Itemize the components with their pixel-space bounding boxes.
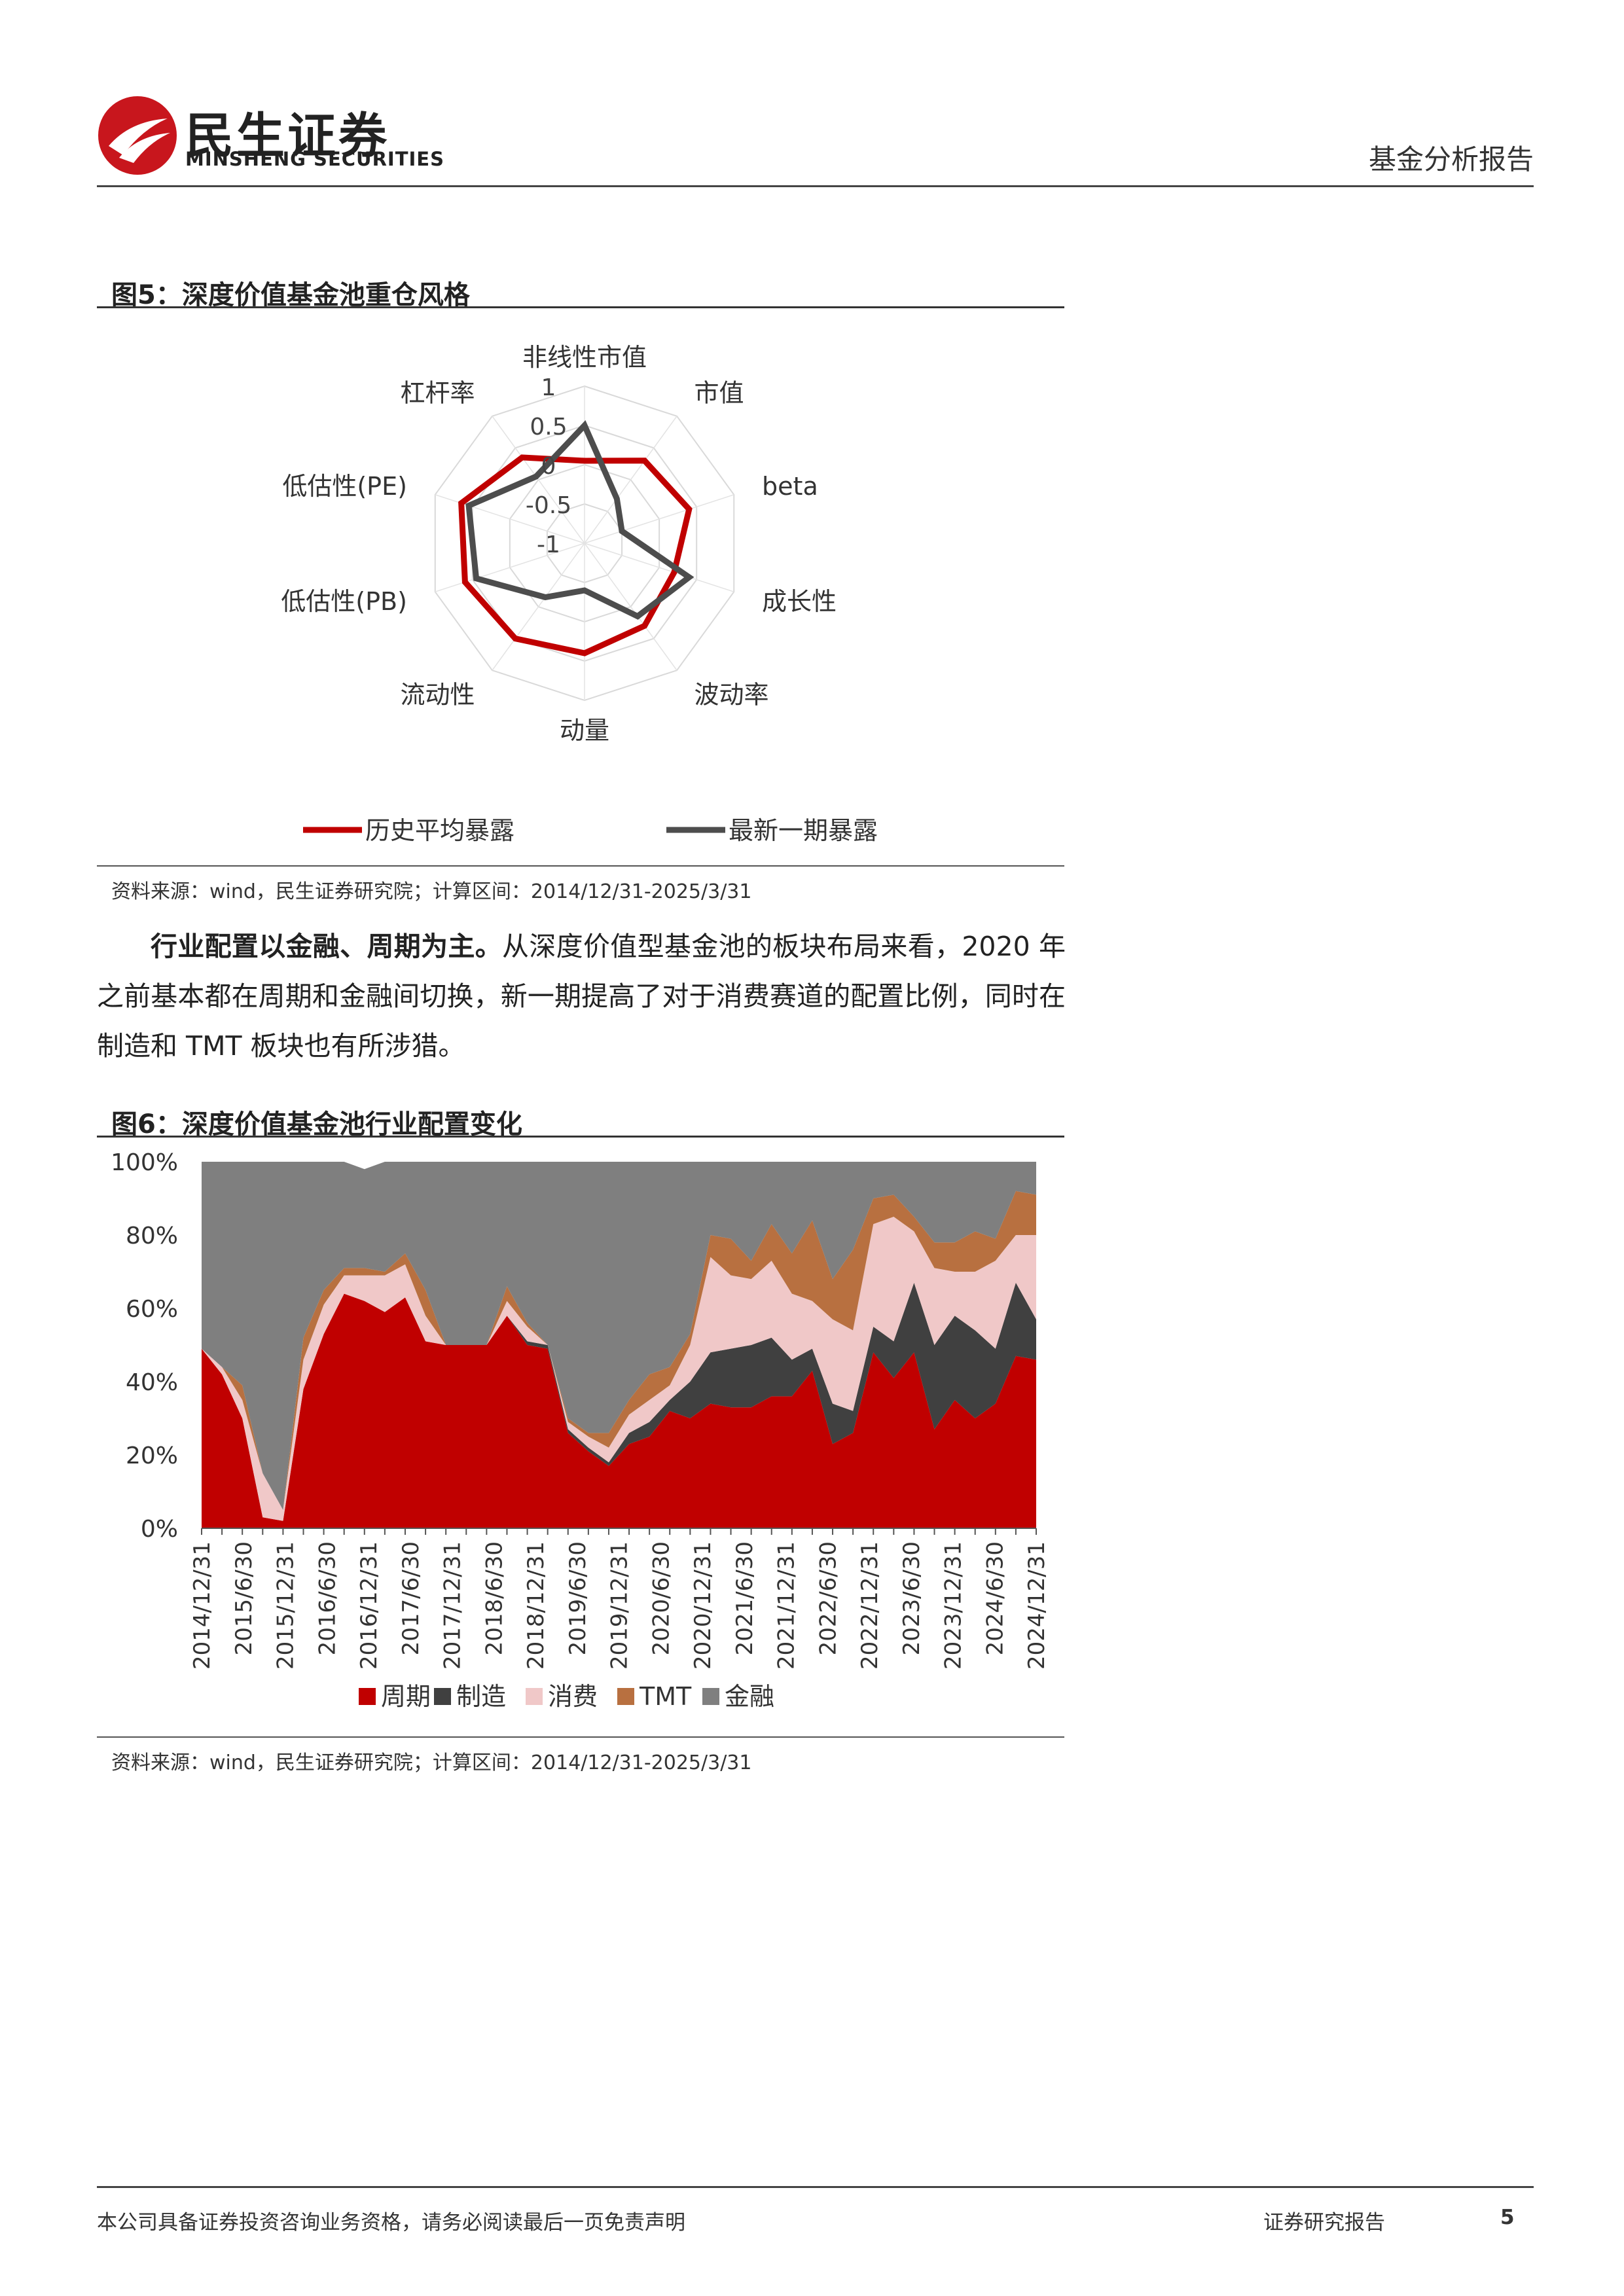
figure6-title: 图6：深度价值基金池行业配置变化	[111, 1109, 522, 1139]
radar-series-1	[465, 420, 695, 620]
radar-tick-label: 0	[541, 453, 556, 480]
radar-axis-label: 低估性(PB)	[281, 587, 407, 616]
area-x-tick-label: 2024/6/30	[982, 1541, 1008, 1655]
company-name-cn: 民生证券	[185, 108, 389, 164]
footer-divider	[97, 2186, 1534, 2188]
radar-tick-label: -1	[537, 531, 560, 558]
radar-axis-label: 杠杆率	[400, 378, 475, 407]
page-number: 5	[1500, 2206, 1515, 2229]
area-series-0	[202, 1293, 1036, 1528]
radar-axis-label: 非线性市值	[522, 343, 647, 372]
area-legend-label: 消费	[548, 1682, 598, 1711]
area-series-3	[202, 1191, 1036, 1510]
area-x-tick-label: 2019/6/30	[565, 1541, 591, 1655]
area-y-tick-label: 60%	[126, 1296, 178, 1323]
area-legend-swatch	[434, 1688, 451, 1705]
area-legend-swatch	[359, 1688, 376, 1705]
radar-tick-label: 1	[541, 374, 556, 401]
figure6-bottom-rule	[97, 1736, 1064, 1738]
figure5-title: 图5：深度价值基金池重仓风格	[111, 280, 470, 310]
area-chart: 0% 20% 40% 60% 80% 100% 2014/12/31 2015/6/30 201…	[111, 1149, 1050, 1711]
area-x-tick-label: 2021/12/31	[774, 1541, 800, 1670]
radar-tick-label: 0.5	[530, 414, 567, 440]
radar-series-0	[458, 454, 693, 656]
figure5-bottom-rule	[97, 865, 1064, 867]
radar-axis-label: 市值	[695, 378, 744, 407]
radar-axis-label: 波动率	[695, 681, 769, 709]
area-legend-swatch	[526, 1688, 543, 1705]
header-divider	[97, 185, 1534, 187]
figure6-top-rule	[97, 1136, 1064, 1138]
company-logo	[98, 96, 177, 175]
radar-axis-label: beta	[762, 472, 818, 501]
radar-legend-label: 最新一期暴露	[729, 816, 878, 845]
area-x-tick-label: 2022/6/30	[815, 1541, 841, 1655]
area-series-4	[202, 1162, 1036, 1510]
body-paragraph: 行业配置以金融、周期为主。从深度价值型基金池的板块布局来看，2020 年之前基本…	[97, 922, 1066, 1071]
area-x-tick-label: 2022/12/31	[857, 1541, 883, 1670]
area-y-tick-label: 40%	[126, 1369, 178, 1396]
radar-axis-label: 动量	[560, 716, 609, 745]
radar-spoke	[584, 543, 677, 671]
area-x-tick-label: 2017/12/31	[440, 1541, 466, 1670]
paragraph-body: 从深度价值型基金池的板块布局来看，2020 年之前基本都在周期和金融间切换，新一…	[97, 931, 1066, 1062]
figure6-source: 资料来源：wind，民生证券研究院；计算区间：2014/12/31-2025/3…	[111, 1751, 752, 1774]
area-legend-label: TMT	[639, 1682, 692, 1711]
area-x-tick-label: 2019/12/31	[607, 1541, 633, 1670]
radar-spoke	[584, 416, 677, 544]
radar-axis-label: 低估性(PE)	[282, 472, 407, 501]
area-x-tick-label: 2020/6/30	[648, 1541, 674, 1655]
radar-axis-label: 成长性	[762, 587, 837, 616]
radar-tick-label: -0.5	[526, 492, 571, 519]
company-name-en: MINSHENG SECURITIES	[185, 148, 444, 170]
paragraph-lead: 行业配置以金融、周期为主。	[151, 931, 503, 962]
radar-spoke	[584, 494, 734, 544]
area-y-tick-label: 80%	[126, 1223, 178, 1249]
area-y-tick-label: 0%	[141, 1516, 178, 1543]
area-legend-label: 周期	[381, 1682, 431, 1711]
figure5-source: 资料来源：wind，民生证券研究院；计算区间：2014/12/31-2025/3…	[111, 880, 752, 903]
area-series-2	[202, 1217, 1036, 1521]
radar-spoke	[435, 543, 585, 592]
report-type: 基金分析报告	[1368, 143, 1534, 175]
footer-doc-type: 证券研究报告	[1263, 2211, 1385, 2234]
area-x-tick-label: 2015/6/30	[231, 1541, 257, 1655]
area-x-tick-label: 2021/6/30	[732, 1541, 758, 1655]
footer-disclaimer: 本公司具备证券投资咨询业务资格，请务必阅读最后一页免责声明	[97, 2211, 685, 2234]
area-x-tick-label: 2018/6/30	[481, 1541, 507, 1655]
area-x-tick-label: 2020/12/31	[690, 1541, 716, 1670]
area-x-tick-label: 2016/6/30	[314, 1541, 340, 1655]
area-x-tick-label: 2015/12/31	[273, 1541, 299, 1670]
area-legend-swatch	[617, 1688, 634, 1705]
area-y-tick-label: 20%	[126, 1443, 178, 1469]
area-x-tick-label: 2023/12/31	[941, 1541, 967, 1670]
area-x-tick-label: 2017/6/30	[398, 1541, 424, 1655]
area-legend-label: 金融	[725, 1682, 774, 1711]
area-x-tick-label: 2014/12/31	[189, 1541, 215, 1670]
area-legend-swatch	[702, 1688, 719, 1705]
figure5-top-rule	[97, 306, 1064, 308]
area-y-tick-label: 100%	[111, 1149, 178, 1176]
radar-spoke	[492, 543, 585, 671]
area-legend-label: 制造	[456, 1682, 506, 1711]
area-x-tick-label: 2023/6/30	[899, 1541, 925, 1655]
radar-axis-label: 流动性	[400, 681, 475, 709]
area-x-tick-label: 2016/12/31	[356, 1541, 382, 1670]
radar-legend-label: 历史平均暴露	[365, 816, 514, 845]
area-x-tick-label: 2018/12/31	[523, 1541, 549, 1670]
radar-spoke	[584, 543, 734, 592]
radar-spoke	[492, 416, 585, 544]
area-x-tick-label: 2024/12/31	[1024, 1541, 1050, 1670]
